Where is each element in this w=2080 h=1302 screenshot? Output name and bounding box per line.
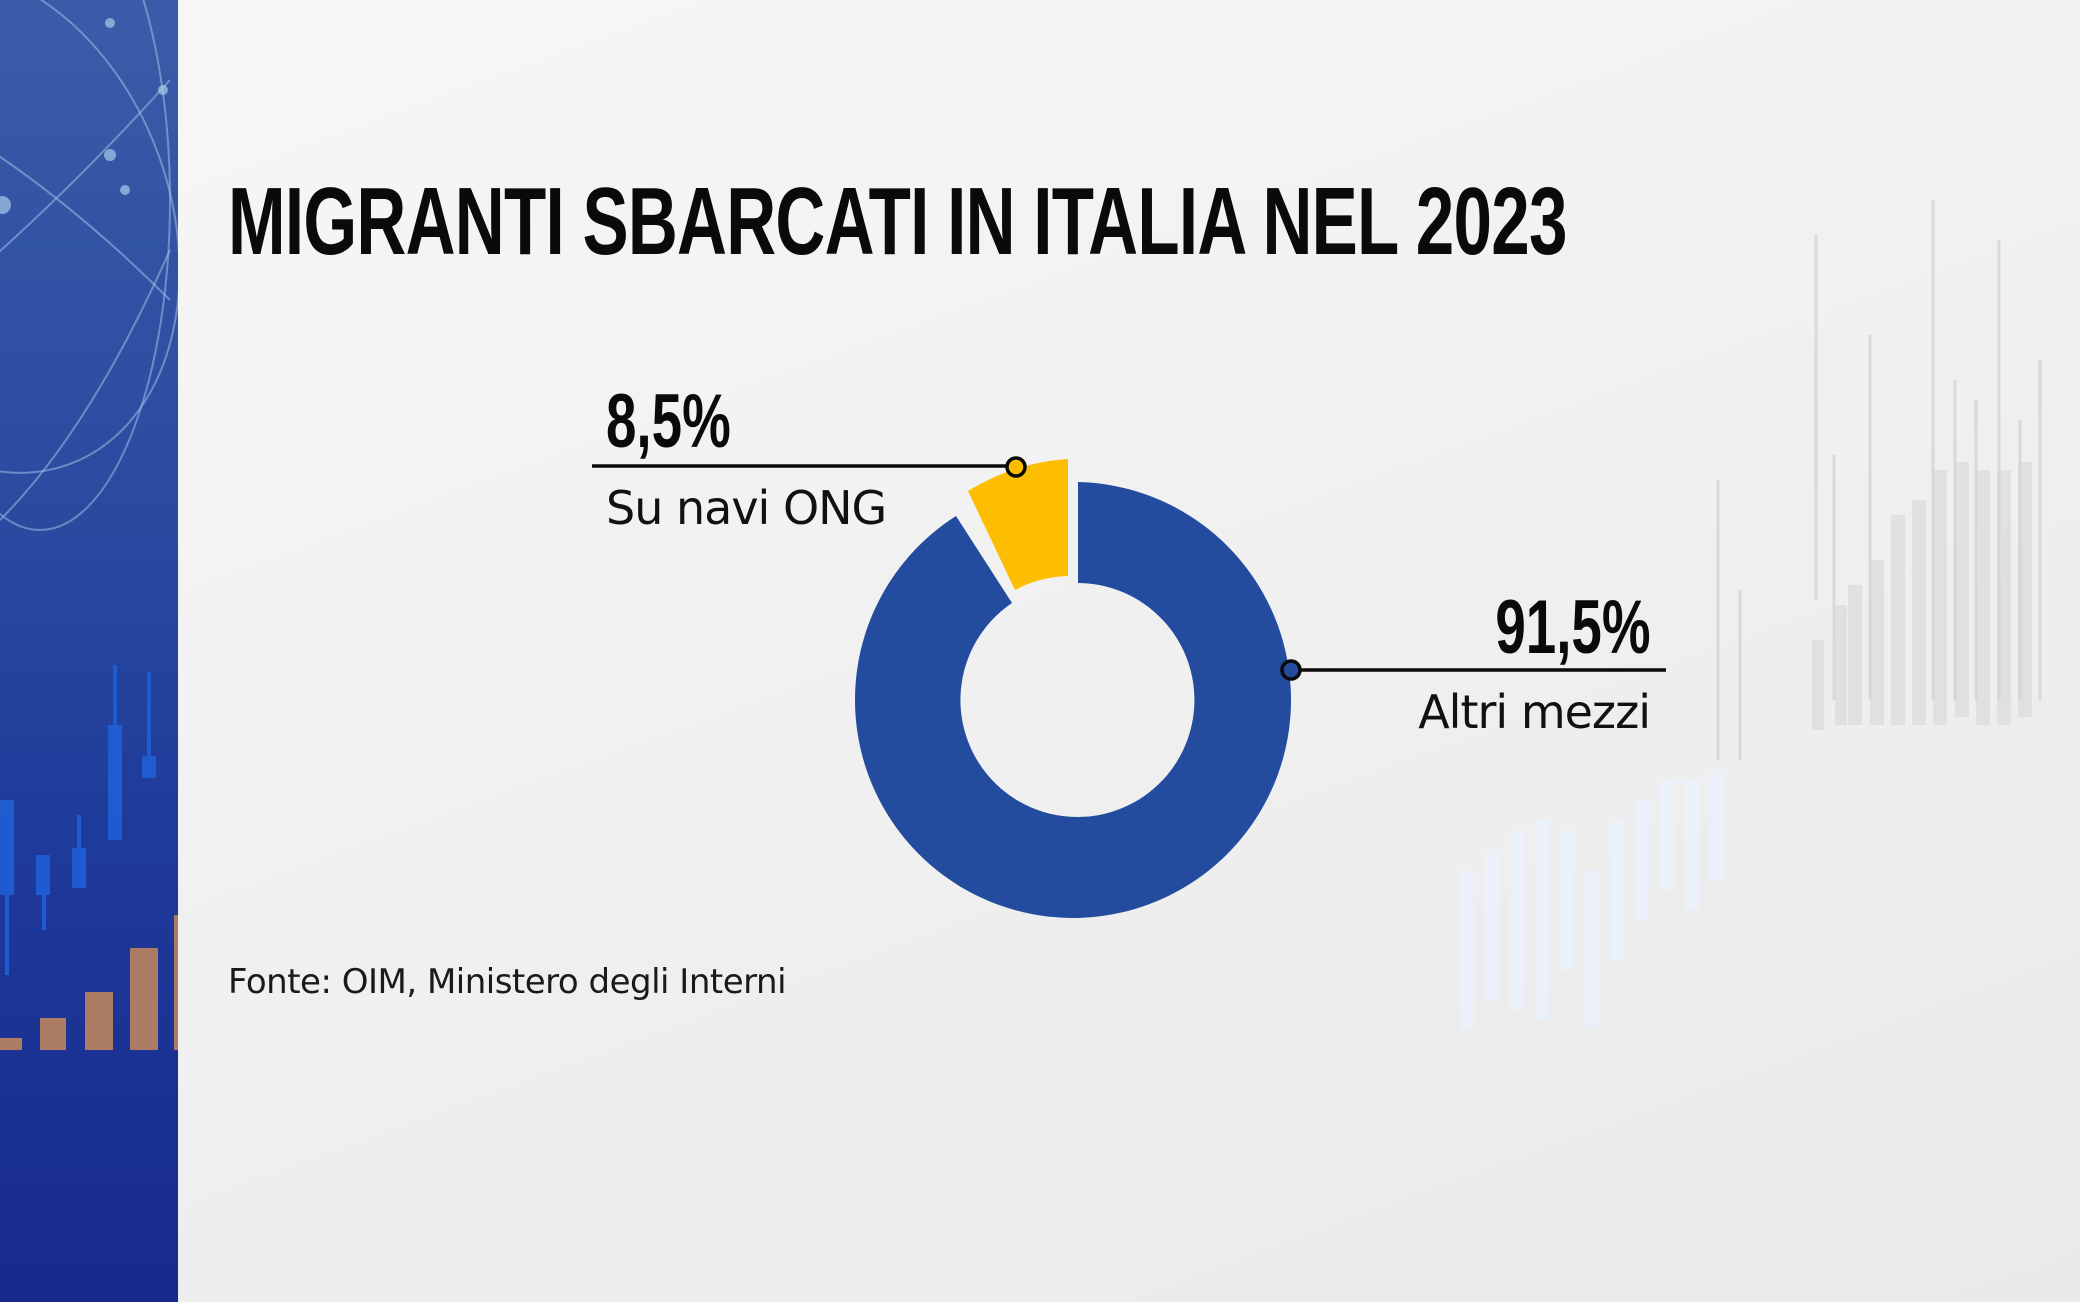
chart-title: MIGRANTI SBARCATI IN ITALIA NEL 2023 <box>228 168 1567 275</box>
source-note: Fonte: OIM, Ministero degli Interni <box>228 962 787 1002</box>
category-label-ong: Su navi ONG <box>606 481 887 535</box>
decorative-side-panel <box>0 0 178 1302</box>
donut-slice-altri-mezzi <box>855 482 1292 918</box>
value-label-altri: 91,5% <box>1494 585 1650 670</box>
category-label-altri: Altri mezzi <box>1418 685 1651 739</box>
donut-slice-su-navi-ong <box>968 459 1068 590</box>
leader-dot-ong <box>1005 456 1027 478</box>
leader-dot-altri <box>1280 659 1302 681</box>
value-label-ong: 8,5% <box>606 379 731 464</box>
globe-network-decoration <box>0 0 178 1050</box>
background-candlestick-decoration <box>1460 200 2042 1030</box>
